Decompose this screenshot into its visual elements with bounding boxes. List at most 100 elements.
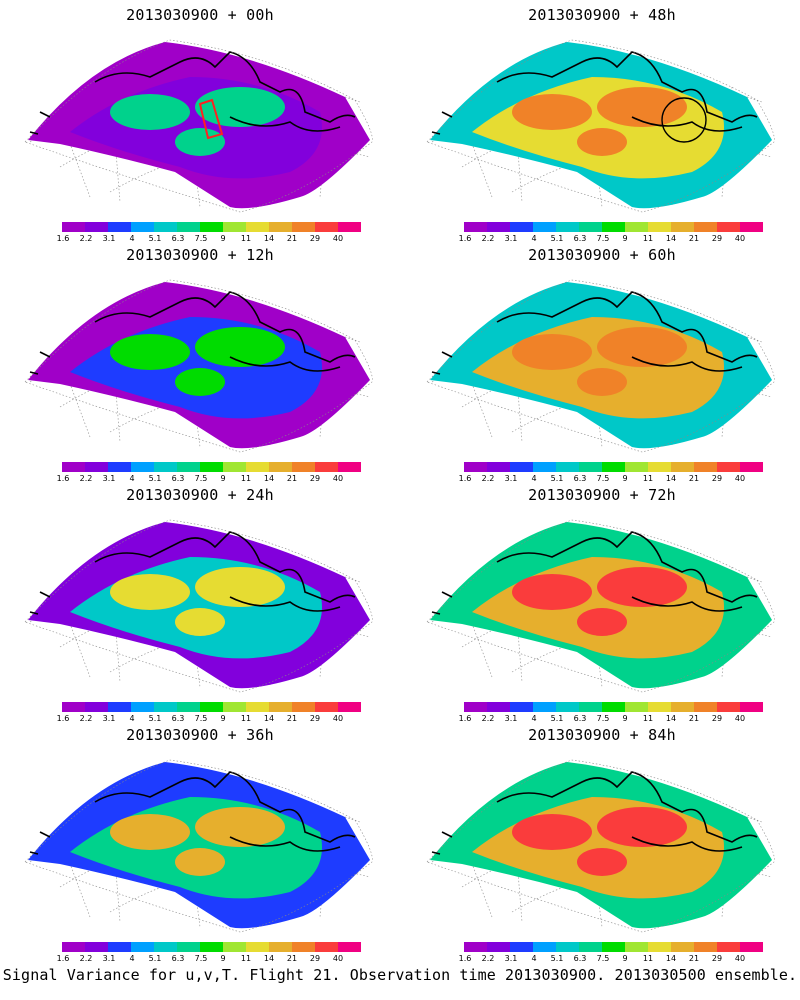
flight-track-box [198, 98, 224, 140]
variance-core [175, 848, 225, 876]
highlight-circle [661, 97, 707, 143]
colorbar-tick-label: 5.1 [550, 954, 564, 963]
colorbar-segment [579, 942, 602, 952]
colorbar-segment [556, 942, 579, 952]
colorbar-segment [556, 462, 579, 472]
colorbar-segment [292, 702, 315, 712]
colorbar-segment [269, 942, 292, 952]
colorbar-tick-label: 21 [286, 954, 298, 963]
colorbar-segment [648, 942, 671, 952]
colorbar-tick-label: 2.2 [481, 474, 495, 483]
colorbar-segment [223, 462, 246, 472]
panel-title: 2013030900 + 72h [528, 486, 676, 504]
colorbar-segment [246, 462, 269, 472]
colorbar-segment [510, 702, 533, 712]
colorbar-labels: 1.6 2.2 3.1 4 5.1 6.3 7.5 9 11 14 21 29 40 [457, 714, 777, 724]
colorbar-tick-label: 40 [734, 954, 746, 963]
colorbar-tick-label: 3.1 [102, 474, 116, 483]
colorbar-segment [338, 702, 361, 712]
coastline [431, 291, 758, 375]
colorbar-segment [131, 222, 154, 232]
variance-core [577, 368, 627, 396]
variance-map [426, 519, 775, 693]
colorbar-tick-label: 6.3 [573, 714, 587, 723]
colorbar-tick-label: 14 [263, 714, 275, 723]
coastline [431, 771, 758, 855]
colorbar-segment [315, 702, 338, 712]
colorbar-tick-label: 4 [531, 714, 537, 723]
colorbar-tick-label: 2.2 [481, 714, 495, 723]
variance-core [195, 567, 285, 607]
variance-core [597, 807, 687, 847]
colorbar-tick-label: 6.3 [171, 474, 185, 483]
colorbar-segment [269, 222, 292, 232]
colorbar-tick-label: 40 [332, 234, 344, 243]
colorbar-tick-label: 2.2 [79, 474, 93, 483]
variance-core [195, 327, 285, 367]
colorbar-segment [200, 222, 223, 232]
variance-map [24, 39, 373, 213]
colorbar-segment [694, 942, 717, 952]
variance-core [110, 334, 190, 370]
panel-title: 2013030900 + 12h [126, 246, 274, 264]
colorbar-segment [602, 942, 625, 952]
colorbar-tick-label: 2.2 [481, 954, 495, 963]
colorbar-segment [131, 462, 154, 472]
colorbar-tick-label: 6.3 [573, 474, 587, 483]
colorbar-segment [671, 462, 694, 472]
colorbar-tick-label: 21 [688, 234, 700, 243]
colorbar-segment [533, 222, 556, 232]
coastline [29, 771, 356, 855]
colorbar-tick-label: 29 [309, 474, 321, 483]
colorbar-segment [177, 702, 200, 712]
colorbar-segment [625, 702, 648, 712]
colorbar-tick-label: 40 [332, 714, 344, 723]
colorbar-segment [200, 462, 223, 472]
colorbar-segment [740, 462, 763, 472]
colorbar-segment [108, 222, 131, 232]
colorbar-segment [315, 222, 338, 232]
colorbar-tick-label: 5.1 [148, 474, 162, 483]
colorbar-segment [200, 942, 223, 952]
colorbar-tick-label: 3.1 [504, 234, 518, 243]
colorbar-segment [510, 222, 533, 232]
colorbar-tick-label: 29 [711, 474, 723, 483]
colorbar-segment [85, 942, 108, 952]
colorbar-segment [625, 462, 648, 472]
colorbar-tick-label: 1.6 [458, 234, 472, 243]
colorbar [62, 222, 361, 232]
map-panel: 2013030900 + 36h 1.6 2.2 3.1 4 5.1 6.3 7.5 9 11 14… [0, 720, 400, 963]
colorbar-segment [85, 462, 108, 472]
colorbar-tick-label: 14 [263, 474, 275, 483]
map-panel: 2013030900 + 12h 1.6 2.2 3.1 4 5.1 6.3 7.5 9 11 14… [0, 240, 400, 483]
colorbar-segment [85, 702, 108, 712]
colorbar-tick-label: 14 [665, 714, 677, 723]
variance-core [195, 807, 285, 847]
variance-core [512, 574, 592, 610]
colorbar-tick-label: 11 [240, 234, 252, 243]
colorbar-tick-label: 5.1 [148, 714, 162, 723]
colorbar-segment [556, 222, 579, 232]
colorbar-segment [464, 702, 487, 712]
colorbar-tick-label: 5.1 [550, 234, 564, 243]
colorbar-segment [315, 942, 338, 952]
panel-title: 2013030900 + 60h [528, 246, 676, 264]
colorbar-tick-label: 5.1 [148, 954, 162, 963]
colorbar-tick-label: 29 [711, 714, 723, 723]
colorbar-segment [602, 702, 625, 712]
colorbar-tick-label: 5.1 [550, 474, 564, 483]
colorbar-segment [671, 222, 694, 232]
colorbar-segment [62, 942, 85, 952]
colorbar-tick-label: 9 [622, 234, 628, 243]
colorbar-segment [648, 702, 671, 712]
colorbar [464, 942, 763, 952]
colorbar-segment [464, 222, 487, 232]
colorbar-tick-label: 6.3 [573, 954, 587, 963]
colorbar-segment [269, 462, 292, 472]
panel-title: 2013030900 + 24h [126, 486, 274, 504]
colorbar-segment [223, 942, 246, 952]
colorbar-segment [510, 462, 533, 472]
colorbar-segment [579, 702, 602, 712]
colorbar-segment [717, 942, 740, 952]
colorbar-segment [533, 942, 556, 952]
